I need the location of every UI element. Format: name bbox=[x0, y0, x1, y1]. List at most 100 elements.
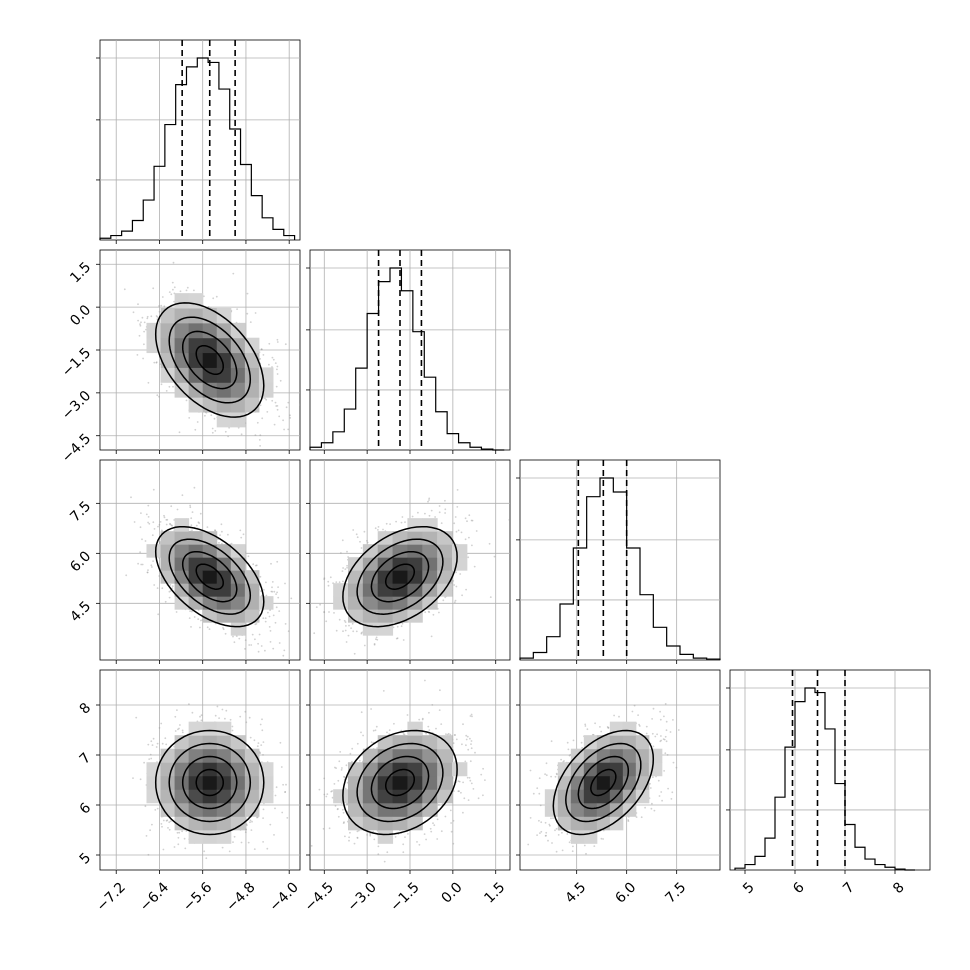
sample-point bbox=[139, 323, 141, 325]
density-cell bbox=[362, 622, 379, 636]
density-cell bbox=[377, 596, 394, 610]
sample-point bbox=[428, 499, 430, 501]
sample-point bbox=[375, 638, 377, 641]
sample-point bbox=[151, 566, 153, 568]
sample-point bbox=[165, 819, 168, 822]
sample-point bbox=[194, 428, 197, 431]
sample-point bbox=[245, 823, 248, 826]
sample-point bbox=[191, 610, 193, 613]
sample-point bbox=[264, 620, 267, 623]
sample-point bbox=[319, 603, 321, 606]
sample-point bbox=[172, 261, 175, 264]
sample-point bbox=[163, 516, 166, 519]
sample-point bbox=[277, 596, 280, 599]
contour-line bbox=[168, 316, 252, 404]
density-cell bbox=[216, 596, 232, 610]
sample-point bbox=[147, 521, 150, 524]
sample-point bbox=[259, 445, 261, 447]
density-cell bbox=[362, 583, 379, 597]
sample-point bbox=[276, 341, 279, 343]
density-cell bbox=[174, 322, 190, 339]
sample-point bbox=[169, 523, 172, 526]
density-cell bbox=[244, 367, 260, 383]
density-cell bbox=[377, 622, 394, 636]
sample-point bbox=[199, 715, 201, 718]
sample-point bbox=[130, 496, 132, 499]
density-cell bbox=[174, 337, 190, 354]
sample-point bbox=[344, 568, 347, 570]
sample-point bbox=[341, 570, 344, 572]
hist-panel-2 bbox=[306, 249, 511, 454]
density-cell bbox=[407, 557, 423, 571]
hist-bars bbox=[734, 687, 915, 871]
sample-point bbox=[278, 415, 281, 418]
sample-point bbox=[265, 594, 268, 597]
sample-point bbox=[395, 520, 397, 523]
hist-panel-3 bbox=[516, 459, 721, 664]
density-cell bbox=[230, 622, 246, 636]
sample-point bbox=[281, 811, 284, 814]
density-cell bbox=[422, 544, 438, 558]
density-cell bbox=[174, 557, 190, 571]
contour-line bbox=[181, 550, 238, 603]
sample-point bbox=[160, 722, 163, 725]
sample-point bbox=[183, 837, 186, 840]
sample-point bbox=[271, 586, 273, 589]
sample-point bbox=[155, 315, 158, 317]
sample-point bbox=[208, 628, 211, 630]
density-cell bbox=[244, 596, 260, 610]
sample-point bbox=[400, 521, 403, 524]
sample-point bbox=[455, 530, 458, 533]
sample-point bbox=[277, 586, 279, 588]
sample-point bbox=[276, 373, 279, 375]
sample-point bbox=[457, 529, 460, 532]
sample-point bbox=[452, 580, 455, 582]
sample-point bbox=[260, 590, 262, 592]
density-cell bbox=[174, 352, 190, 368]
sample-point bbox=[163, 305, 166, 308]
sample-point bbox=[224, 430, 227, 433]
sample-point bbox=[141, 563, 144, 566]
sample-point bbox=[396, 625, 399, 628]
sample-point bbox=[190, 524, 193, 527]
sample-point bbox=[287, 428, 290, 431]
sample-point bbox=[255, 623, 258, 625]
sample-point bbox=[475, 530, 478, 532]
contour-line bbox=[195, 563, 224, 590]
density-cell bbox=[216, 367, 232, 383]
sample-point bbox=[227, 533, 229, 536]
sample-point bbox=[244, 710, 247, 713]
sample-point bbox=[268, 342, 271, 345]
density-cell bbox=[258, 596, 274, 610]
density bbox=[125, 486, 293, 657]
sample-point bbox=[400, 625, 403, 628]
sample-point bbox=[262, 841, 264, 843]
sample-point bbox=[289, 417, 292, 419]
sample-point bbox=[442, 599, 445, 602]
sample-point bbox=[230, 542, 233, 545]
sample-point bbox=[374, 527, 377, 530]
sample-point bbox=[238, 637, 241, 640]
sample-point bbox=[356, 536, 359, 539]
sample-point bbox=[146, 315, 149, 318]
sample-point bbox=[287, 630, 290, 633]
density-cell bbox=[244, 382, 260, 398]
sample-point bbox=[267, 611, 269, 614]
sample-point bbox=[258, 633, 261, 636]
sample-point bbox=[170, 505, 173, 508]
density-cell bbox=[362, 570, 379, 584]
density-cell bbox=[377, 609, 394, 623]
sample-point bbox=[276, 368, 278, 371]
sample-point bbox=[460, 531, 463, 534]
sample-point bbox=[262, 354, 265, 356]
sample-point bbox=[164, 600, 167, 603]
density-cell bbox=[202, 322, 218, 339]
density-cell bbox=[230, 382, 246, 398]
sample-point bbox=[456, 489, 459, 491]
density-cell bbox=[333, 596, 349, 610]
sample-point bbox=[158, 523, 161, 526]
sample-point bbox=[341, 539, 344, 542]
sample-point bbox=[188, 417, 191, 419]
density-cell bbox=[422, 596, 438, 610]
sample-point bbox=[214, 430, 217, 432]
